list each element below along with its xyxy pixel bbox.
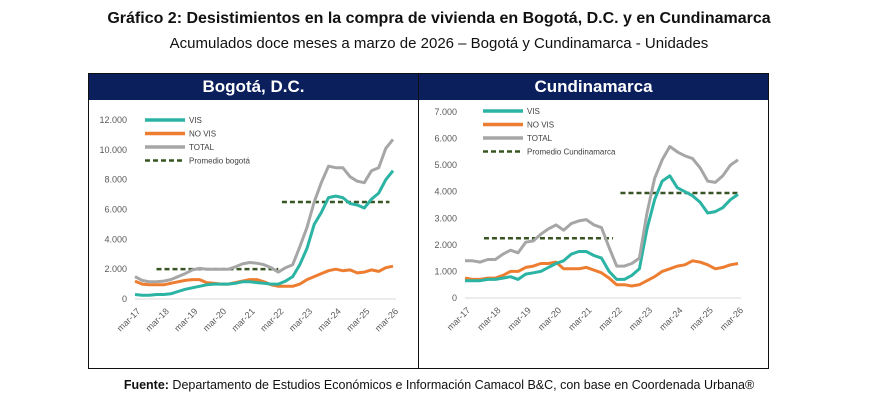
legend-label: NO VIS — [189, 130, 216, 139]
x-tick-label: mar-21 — [566, 305, 593, 332]
legend-label: VIS — [527, 107, 540, 116]
x-tick-label: mar-23 — [627, 305, 654, 332]
legend-label: NO VIS — [527, 121, 554, 130]
y-tick-label: 0 — [122, 294, 127, 304]
x-tick-label: mar-22 — [258, 306, 285, 333]
series-line-no-vis — [464, 259, 739, 288]
figure-title: Gráfico 2: Desistimientos en la compra d… — [107, 10, 771, 27]
x-tick-label: mar-18 — [475, 305, 502, 332]
y-tick-label: 2.000 — [104, 264, 127, 274]
x-tick-label: mar-19 — [172, 306, 199, 333]
x-tick-label: mar-20 — [536, 305, 563, 332]
x-tick-label: mar-24 — [657, 305, 684, 332]
x-tick-label: mar-26 — [373, 306, 400, 333]
legend-label: Promedio bogotá — [189, 157, 250, 166]
y-tick-label: 1.000 — [434, 266, 457, 276]
x-tick-label: mar-19 — [506, 305, 533, 332]
y-tick-label: 5.000 — [434, 160, 457, 170]
y-tick-label: 0 — [452, 293, 457, 303]
legend-label: TOTAL — [527, 134, 553, 143]
y-tick-label: 6.000 — [104, 205, 127, 215]
x-tick-label: mar-24 — [316, 306, 343, 333]
y-tick-label: 8.000 — [104, 175, 127, 185]
legend-label: TOTAL — [189, 143, 215, 152]
series-line-vis — [134, 169, 395, 297]
y-tick-label: 3.000 — [434, 213, 457, 223]
source-label: Fuente: — [123, 378, 169, 392]
figure-subtitle: Acumulados doce meses a marzo de 2026 – … — [169, 35, 709, 52]
series-line-vis — [465, 174, 739, 283]
series-line-total — [465, 145, 739, 268]
legend-label: Promedio Cundinamarca — [527, 148, 616, 157]
x-tick-label: mar-17 — [115, 306, 142, 333]
x-tick-label: mar-18 — [144, 306, 171, 333]
panel-bogota: Bogotá, D.C. — [88, 73, 419, 369]
x-tick-label: mar-26 — [718, 305, 745, 332]
x-tick-label: mar-23 — [287, 306, 314, 333]
source-text: Departamento de Estudios Económicos e In… — [168, 378, 755, 392]
x-tick-label: mar-22 — [597, 305, 624, 332]
y-tick-label: 2.000 — [434, 240, 457, 250]
y-tick-label: 7.000 — [434, 107, 457, 117]
y-tick-label: 4.000 — [104, 234, 127, 244]
y-tick-label: 6.000 — [434, 134, 457, 144]
x-tick-label: mar-21 — [230, 306, 257, 333]
panel-title-bogota: Bogotá, D.C. — [89, 74, 418, 100]
legend-label: VIS — [189, 116, 202, 125]
x-tick-label: mar-20 — [201, 306, 228, 333]
panel-cundinamarca: Cundinamarca — [418, 73, 769, 369]
x-tick-label: mar-25 — [344, 306, 371, 333]
y-tick-label: 12.000 — [99, 115, 127, 125]
series-line-total — [134, 138, 395, 284]
y-tick-label: 10.000 — [99, 145, 127, 155]
y-tick-label: 4.000 — [434, 187, 457, 197]
source-note: Fuente: Departamento de Estudios Económi… — [0, 378, 878, 392]
x-tick-label: mar-25 — [688, 305, 715, 332]
panel-title-cundinamarca: Cundinamarca — [419, 74, 768, 100]
x-tick-label: mar-17 — [445, 305, 472, 332]
